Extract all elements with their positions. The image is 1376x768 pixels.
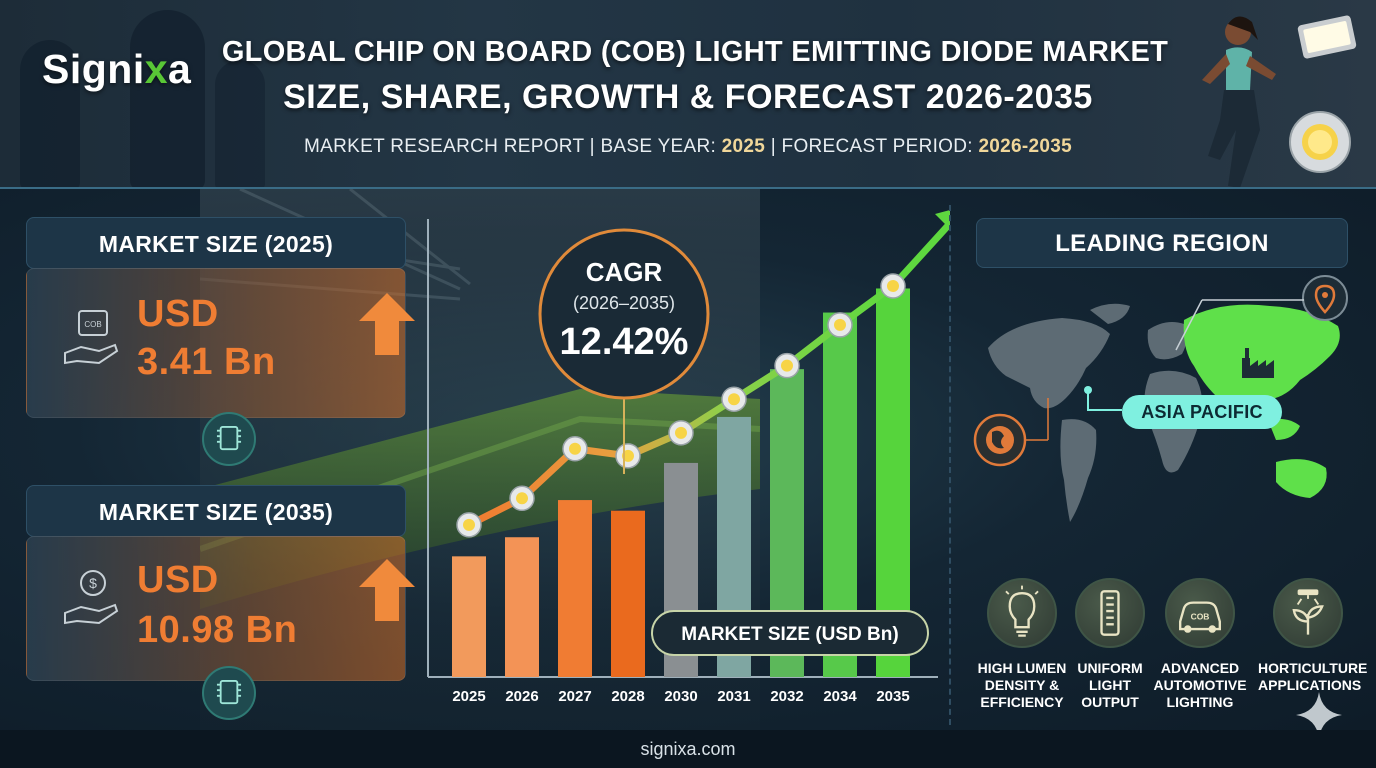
led-strip-icon xyxy=(1075,578,1145,648)
footer-url[interactable]: signixa.com xyxy=(0,730,1376,768)
trend-point-2035 xyxy=(880,273,906,299)
market-size-2025-header: MARKET SIZE (2025) xyxy=(26,217,406,269)
legend-label: MARKET SIZE (USD Bn) xyxy=(681,624,898,645)
brand-logo[interactable]: Signixa xyxy=(42,46,192,92)
title-line-1: GLOBAL CHIP ON BOARD (COB) LIGHT EMITTIN… xyxy=(221,36,1169,68)
market-size-2035-card: $ USD 10.98 Bn xyxy=(26,536,415,681)
runner-silhouette xyxy=(130,10,205,188)
up-arrow-icon xyxy=(359,559,415,621)
floodlight-icon xyxy=(1297,15,1357,59)
feature-label: ADVANCED AUTOMOTIVE LIGHTING xyxy=(1153,660,1247,710)
trend-arrow-shaft xyxy=(889,218,950,290)
bar-2028 xyxy=(611,510,645,677)
x-tick-2025: 2025 xyxy=(452,688,485,705)
x-tick-2031: 2031 xyxy=(717,688,750,705)
market-size-chart: 2025 2026 2027 2028 2030 2031 2032 2034 2035 CAG… xyxy=(427,210,950,705)
trend-point-2032 xyxy=(774,352,800,379)
header-banner: Signixa GLOBAL CHIP ON BOARD (COB) LIGHT… xyxy=(0,0,1376,188)
market-size-2025-value: 3.41 Bn xyxy=(137,341,276,383)
map-marker-dot xyxy=(1084,386,1092,394)
market-size-2025-card: COB USD 3.41 Bn xyxy=(26,268,415,418)
x-tick-2026: 2026 xyxy=(505,688,538,705)
svg-text:$: $ xyxy=(89,575,97,591)
legend-pill xyxy=(651,610,929,656)
badge-leader-line xyxy=(1087,390,1122,411)
factory-icon xyxy=(1242,348,1274,378)
currency-label: USD xyxy=(137,293,219,335)
location-pin-icon[interactable] xyxy=(1302,275,1348,321)
car-icon: COB xyxy=(1165,578,1235,648)
svg-text:COB: COB xyxy=(1191,612,1210,622)
globe-icon[interactable] xyxy=(973,413,1027,467)
svg-text:COB: COB xyxy=(84,320,101,329)
cob-chip-icon xyxy=(1289,111,1351,173)
trend-point-2031 xyxy=(721,386,747,412)
x-tick-2032: 2032 xyxy=(770,688,803,705)
dollar-hand-icon: $ xyxy=(64,570,119,625)
chip-icon xyxy=(202,666,256,720)
runner-silhouette xyxy=(20,40,80,188)
x-tick-2027: 2027 xyxy=(558,688,591,705)
runner-woman-image xyxy=(1202,16,1276,188)
runner-silhouette xyxy=(215,60,265,188)
cagr-title: CAGR xyxy=(586,257,663,287)
trend-point-2025 xyxy=(456,512,482,538)
trend-points xyxy=(456,273,906,538)
cagr-bubble xyxy=(538,228,710,400)
world-map xyxy=(973,275,1348,522)
bar-2027 xyxy=(558,500,592,677)
x-tick-2028: 2028 xyxy=(611,688,644,705)
title-line-2: SIZE, SHARE, GROWTH & FORECAST 2026-2035 xyxy=(283,78,1093,116)
header-divider xyxy=(0,187,1376,189)
currency-label: USD xyxy=(137,559,219,601)
section-divider xyxy=(949,205,951,725)
feature-label: UNIFORM LIGHT OUTPUT xyxy=(1077,660,1143,710)
australia-shape xyxy=(1276,459,1327,498)
market-size-2035-header: MARKET SIZE (2035) xyxy=(26,485,406,537)
trend-point-2034 xyxy=(827,312,853,338)
up-arrow-icon xyxy=(359,293,415,355)
forecast-period: 2026-2035 xyxy=(978,136,1072,157)
chip-icon xyxy=(202,412,256,466)
x-tick-2030: 2030 xyxy=(664,688,697,705)
feature-uniform-light: UNIFORM LIGHT OUTPUT xyxy=(1060,578,1160,711)
south-america-shape xyxy=(1060,419,1097,522)
sparkle-icon xyxy=(1296,692,1342,738)
leading-region-badge[interactable]: ASIA PACIFIC xyxy=(1122,395,1282,429)
bar-2025 xyxy=(452,556,486,677)
lightbulb-icon xyxy=(987,578,1057,648)
market-size-2035-value: 10.98 Bn xyxy=(137,609,298,651)
pin-leader-line xyxy=(1175,299,1203,351)
trend-arrow-head xyxy=(935,210,950,229)
base-year: 2025 xyxy=(721,136,766,157)
feature-label: HORTICULTURE APPLICATIONS xyxy=(1258,660,1368,693)
trend-point-2028 xyxy=(615,443,641,469)
x-tick-2034: 2034 xyxy=(823,688,857,705)
trend-point-2027 xyxy=(562,436,588,462)
feature-horticulture: HORTICULTURE APPLICATIONS xyxy=(1258,578,1368,694)
trend-point-2026 xyxy=(509,485,535,512)
feature-label: HIGH LUMEN DENSITY & EFFICIENCY xyxy=(977,660,1067,710)
trend-point-2030 xyxy=(668,420,694,446)
chip-hand-icon: COB xyxy=(64,310,119,365)
greenland-shape xyxy=(1090,303,1130,324)
plant-icon xyxy=(1273,578,1343,648)
x-tick-2035: 2035 xyxy=(876,688,909,705)
feature-automotive: COB ADVANCED AUTOMOTIVE LIGHTING xyxy=(1150,578,1250,711)
bar-2026 xyxy=(505,537,539,677)
cagr-period: (2026–2035) xyxy=(573,293,675,313)
leading-region-header: LEADING REGION xyxy=(976,218,1348,268)
report-subtitle: MARKET RESEARCH REPORT | BASE YEAR: 2025… xyxy=(304,136,1072,157)
north-america-shape xyxy=(988,318,1110,409)
x-tick-labels: 2025 2026 2027 2028 2030 2031 2032 2034 2035 xyxy=(452,688,909,705)
feature-high-lumen: HIGH LUMEN DENSITY & EFFICIENCY xyxy=(972,578,1072,711)
cagr-value: 12.42% xyxy=(560,321,689,363)
